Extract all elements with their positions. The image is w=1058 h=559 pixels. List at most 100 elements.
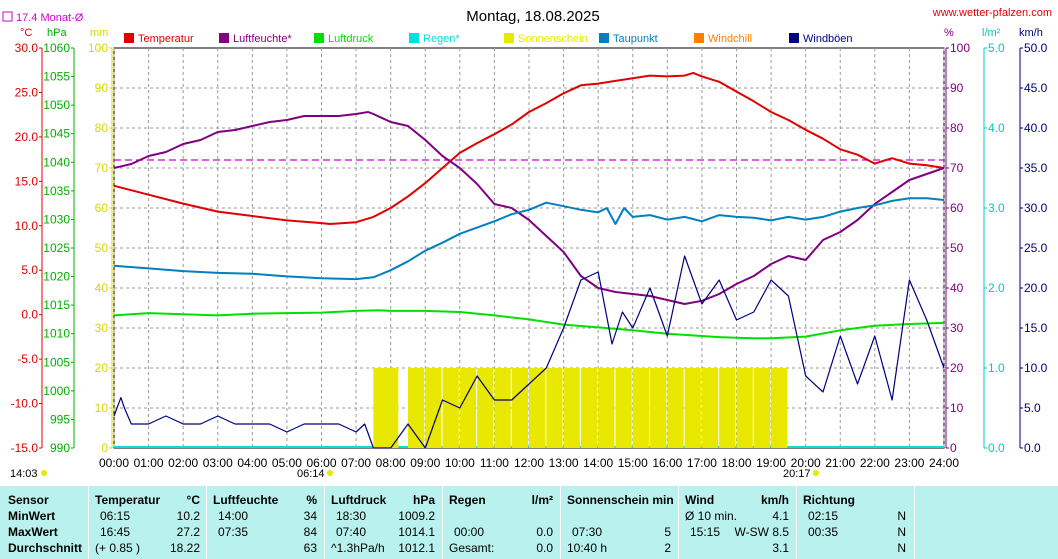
row-label-avg: Durchschnitt <box>8 541 83 555</box>
tick-label-pct: 30 <box>950 321 964 335</box>
legend-swatch <box>124 33 134 43</box>
sunshine-bar <box>407 368 425 448</box>
tick-label-mm: 40 <box>95 281 109 295</box>
tick-label-mm: 10 <box>95 401 109 415</box>
rain-total-label: Gesamt: <box>449 541 495 555</box>
tick-label-pct: 10 <box>950 401 964 415</box>
x-tick-label: 08:00 <box>376 456 406 470</box>
table-divider <box>88 486 89 559</box>
legend-label: Windböen <box>803 33 853 45</box>
table-divider <box>324 486 325 559</box>
tick-label-lm2: 4.0 <box>988 121 1005 135</box>
humidity-min-time: 14:00 <box>218 509 249 523</box>
temp-header: Temperatur <box>95 493 161 507</box>
tick-label-temp: 30.0 <box>15 41 39 55</box>
tick-label-pct: 40 <box>950 281 964 295</box>
stats-table: Sensor MinWert MaxWert Durchschnitt Temp… <box>0 486 1058 559</box>
wind-max-time: 15:15 <box>690 525 721 539</box>
sunshine-bar <box>719 368 736 448</box>
sunshine-bar <box>563 368 580 448</box>
x-tick-label: 11:00 <box>480 456 509 470</box>
wind-day-avg-value: 3.1 <box>772 541 789 555</box>
direction-min-value: N <box>897 509 906 523</box>
weather-chart: 30.0 25.0 20.0 15.0 10.0 5.0 0.0 -5.0 -10.0 -15.0… <box>2 7 1052 480</box>
row-label-min: MinWert <box>8 509 56 523</box>
sunshine-bar <box>615 368 632 448</box>
tick-label-pct: 50 <box>950 241 964 255</box>
tick-label-press: 1005 <box>43 355 70 369</box>
table-divider <box>796 486 797 559</box>
rain-max-value: 0.0 <box>536 525 553 539</box>
direction-max-value: N <box>897 525 906 539</box>
tick-label-kmh: 15.0 <box>1024 321 1048 335</box>
sunshine-max-value: 5 <box>664 525 671 539</box>
series-line-luftfeuchte <box>113 111 945 305</box>
tick-label-kmh: 20.0 <box>1024 281 1048 295</box>
rain-unit: l/m² <box>531 493 553 507</box>
x-tick-label: 20:00 <box>791 456 821 470</box>
tick-label-press: 990 <box>50 441 70 455</box>
tick-label-temp: 15.0 <box>15 174 39 188</box>
tick-label-press: 1010 <box>43 327 70 341</box>
sunshine-bar <box>382 368 399 448</box>
tick-label-lm2: 3.0 <box>988 201 1005 215</box>
legend-label: Taupunkt <box>613 33 658 45</box>
sunshine-bar <box>701 368 719 448</box>
tick-label-mm: 50 <box>95 241 109 255</box>
sunshine-bar <box>736 368 753 448</box>
tick-label-temp: 25.0 <box>15 85 39 99</box>
x-tick-label: 17:00 <box>687 456 717 470</box>
legend-label: Luftfeuchte* <box>233 33 292 45</box>
x-tick-label: 10:00 <box>445 456 475 470</box>
tick-label-pct: 20 <box>950 361 964 375</box>
sunshine-bar <box>753 368 771 448</box>
tick-label-kmh: 50.0 <box>1024 41 1048 55</box>
x-tick-label: 21:00 <box>825 456 855 470</box>
sunshine-bar <box>511 368 528 448</box>
month-avg-marker <box>2 11 13 22</box>
tick-label-press: 995 <box>50 412 70 426</box>
sunshine-bar <box>425 368 442 448</box>
humidity-max-time: 07:35 <box>218 525 249 539</box>
tick-label-temp: 0.0 <box>21 308 38 322</box>
temp-min-time: 06:15 <box>100 509 131 523</box>
sunshine-bar <box>477 368 494 448</box>
x-tick-label: 05:00 <box>272 456 302 470</box>
tick-label-kmh: 40.0 <box>1024 121 1048 135</box>
pressure-min-value: 1009.2 <box>398 509 435 523</box>
unit-press: hPa <box>47 27 67 39</box>
table-divider <box>914 486 915 559</box>
pressure-min-time: 18:30 <box>336 509 367 523</box>
x-tick-label: 14:00 <box>583 456 613 470</box>
x-tick-label: 00:00 <box>99 456 129 470</box>
tick-label-temp: -5.0 <box>17 352 38 366</box>
tick-label-temp: 20.0 <box>15 130 39 144</box>
humidity-avg-value: 63 <box>303 541 317 555</box>
tick-label-press: 1050 <box>43 98 70 112</box>
site-link[interactable]: www.wetter-pfalzen.com <box>932 7 1052 19</box>
tick-label-kmh: 0.0 <box>1024 441 1041 455</box>
tick-label-mm: 0 <box>101 441 108 455</box>
row-label-max: MaxWert <box>8 525 58 539</box>
x-tick-label: 07:00 <box>341 456 371 470</box>
tick-label-kmh: 35.0 <box>1024 161 1048 175</box>
tick-label-press: 1055 <box>43 70 70 84</box>
tick-label-temp: -15.0 <box>11 441 39 455</box>
legend-swatch <box>789 33 799 43</box>
tick-label-pct: 80 <box>950 121 964 135</box>
table-divider <box>206 486 207 559</box>
sunshine-bar <box>442 368 459 448</box>
wind-header: Wind <box>685 493 715 507</box>
tick-label-press: 1035 <box>43 184 70 198</box>
x-tick-label: 19:00 <box>756 456 786 470</box>
tick-label-kmh: 45.0 <box>1024 81 1048 95</box>
humidity-header: Luftfeuchte <box>213 493 279 507</box>
legend-swatch <box>694 33 704 43</box>
temp-max-time: 16:45 <box>100 525 131 539</box>
tick-label-temp: 10.0 <box>15 219 39 233</box>
x-tick-label: 16:00 <box>652 456 682 470</box>
x-tick-label: 01:00 <box>134 456 164 470</box>
sunset-icon <box>813 470 819 476</box>
tick-label-lm2: 2.0 <box>988 281 1005 295</box>
tick-label-press: 1045 <box>43 127 70 141</box>
